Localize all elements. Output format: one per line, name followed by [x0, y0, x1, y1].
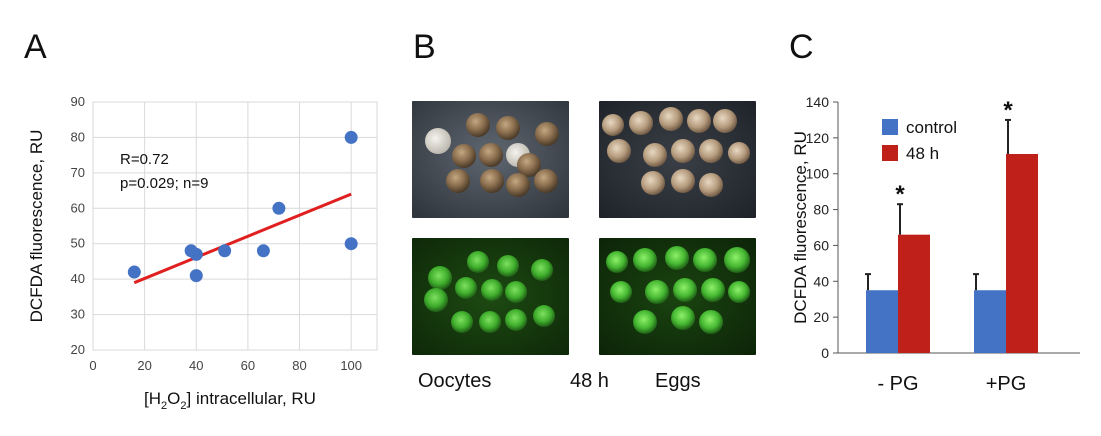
y-axis-label: DCFDA fluorescence, RU [791, 131, 810, 324]
oocytes-fluorescence-photo [412, 238, 569, 355]
data-point [344, 130, 358, 144]
data-point [218, 244, 232, 258]
x-tick-label: 40 [189, 358, 203, 373]
bar-control [974, 290, 1006, 353]
x-tick-label: 100 [340, 358, 362, 373]
y-tick-label: 60 [71, 200, 85, 215]
scatter-chart: 20 30 40 50 60 70 80 90 0 20 40 60 80 100 R=0.72 p=0.… [27, 94, 378, 412]
data-point [272, 201, 286, 215]
eggs-fluorescence-photo [599, 238, 756, 355]
x-label-post: ] intracellular, RU [187, 389, 316, 408]
bar-48h [898, 234, 930, 353]
caption-eggs: Eggs [655, 370, 701, 392]
category-labels: - PG +PG [877, 373, 1026, 395]
y-tick-label: 80 [813, 202, 829, 218]
category-label: - PG [877, 373, 918, 395]
x-axis-label: [H2O2] intracellular, RU [144, 389, 316, 412]
eggs-brightfield-photo [599, 101, 756, 218]
data-point [127, 265, 141, 279]
x-tick-label: 80 [292, 358, 306, 373]
y-tick-label: 40 [71, 271, 85, 286]
y-tick-label: 70 [71, 165, 85, 180]
x-label-pre: [H [144, 389, 161, 408]
y-tick-label: 140 [806, 94, 830, 110]
bars [866, 153, 1038, 353]
x-tick-label: 60 [241, 358, 255, 373]
x-label-sub1: 2 [161, 400, 167, 412]
significance-marks: ** [895, 97, 1013, 208]
x-tick-label: 0 [89, 358, 96, 373]
significance-star: * [895, 181, 905, 208]
legend-label-control: control [906, 118, 957, 137]
y-tick-label: 0 [821, 345, 829, 361]
y-tick-label: 80 [71, 129, 85, 144]
bar-control [866, 290, 898, 353]
y-tick-label: 60 [813, 237, 829, 253]
legend-swatch-control [882, 119, 898, 135]
x-label-mid: O [167, 389, 180, 408]
y-tick-label: 20 [71, 342, 85, 357]
legend: control 48 h [882, 118, 957, 163]
y-tick-label: 50 [71, 236, 85, 251]
error-bars [865, 118, 1011, 291]
oocytes-brightfield-photo [412, 101, 569, 218]
legend-label-48h: 48 h [906, 144, 939, 163]
caption-48h: 48 h [570, 370, 609, 392]
grid-lines [92, 101, 378, 351]
data-point [189, 247, 203, 261]
x-label-sub2: 2 [180, 400, 186, 412]
panel-label-c: C [789, 28, 814, 66]
significance-star: * [1003, 97, 1013, 124]
annotation-p: p=0.029; n=9 [120, 175, 208, 192]
annotation-r: R=0.72 [120, 151, 169, 168]
bar-48h [1006, 153, 1038, 353]
plot-frame [92, 101, 378, 351]
y-tick-label: 90 [71, 94, 85, 109]
tick-labels: 20 30 40 50 60 70 80 90 0 20 40 60 80 100 [71, 94, 363, 373]
y-axis-label: DCFDA fluorescence, RU [27, 130, 46, 323]
data-point [256, 244, 270, 258]
legend-swatch-48h [882, 145, 898, 161]
y-tick-label: 30 [71, 307, 85, 322]
data-points [127, 130, 358, 283]
caption-oocytes: Oocytes [418, 370, 492, 392]
tick-labels: 0 20 40 60 80 100 120 140 [806, 94, 830, 361]
data-point [344, 237, 358, 251]
panel-label-a: A [24, 28, 47, 66]
data-point [189, 269, 203, 283]
regression-line [133, 192, 352, 285]
category-label: +PG [986, 373, 1027, 395]
y-tick-label: 120 [806, 130, 830, 146]
y-tick-label: 40 [813, 273, 829, 289]
y-tick-label: 20 [813, 309, 829, 325]
panel-label-b: B [413, 28, 436, 66]
x-tick-label: 20 [137, 358, 151, 373]
y-tick-label: 100 [806, 166, 830, 182]
